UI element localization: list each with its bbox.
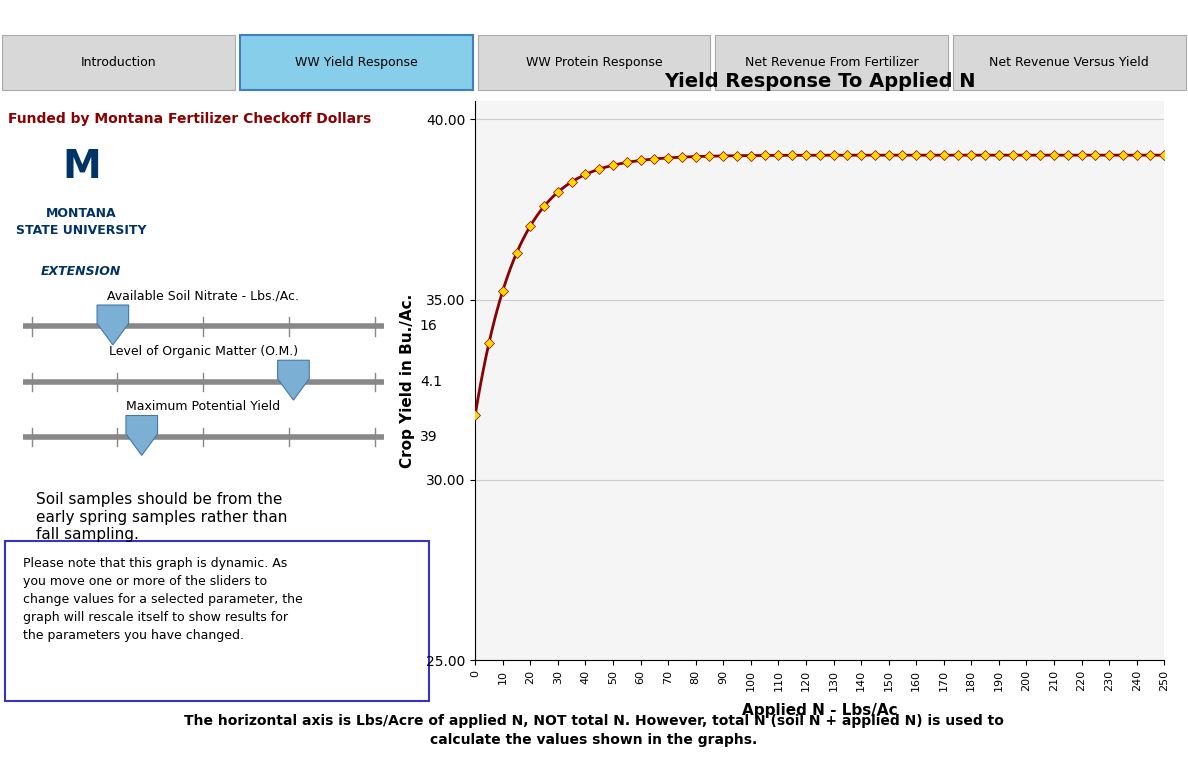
Text: Funded by Montana Fertilizer Checkoff Dollars: Funded by Montana Fertilizer Checkoff Do… (8, 112, 371, 126)
FancyBboxPatch shape (240, 36, 473, 90)
Text: Net Revenue Versus Yield: Net Revenue Versus Yield (990, 56, 1149, 68)
FancyBboxPatch shape (953, 36, 1186, 90)
Text: Level of Organic Matter (O.M.): Level of Organic Matter (O.M.) (108, 344, 298, 357)
Text: EXTENSION: EXTENSION (42, 265, 121, 277)
Text: Net Revenue From Fertilizer: Net Revenue From Fertilizer (745, 56, 918, 68)
Text: MONTANA
STATE UNIVERSITY: MONTANA STATE UNIVERSITY (15, 207, 146, 237)
Text: Maximum Potential Yield: Maximum Potential Yield (126, 400, 280, 413)
FancyBboxPatch shape (2, 36, 235, 90)
FancyBboxPatch shape (5, 542, 429, 701)
Text: Introduction: Introduction (81, 56, 157, 68)
Text: The horizontal axis is Lbs/Acre of applied N, NOT total N. However, total N (soi: The horizontal axis is Lbs/Acre of appli… (184, 713, 1004, 747)
Text: 4.1: 4.1 (419, 375, 442, 388)
Y-axis label: Crop Yield in Bu./Ac.: Crop Yield in Bu./Ac. (400, 294, 415, 468)
Polygon shape (126, 416, 158, 455)
Text: Please note that this graph is dynamic. As
you move one or more of the sliders t: Please note that this graph is dynamic. … (23, 556, 302, 642)
X-axis label: Applied N - Lbs/Ac: Applied N - Lbs/Ac (742, 702, 897, 717)
FancyBboxPatch shape (478, 36, 710, 90)
Title: Yield Response To Applied N: Yield Response To Applied N (664, 72, 975, 91)
Text: 39: 39 (419, 430, 437, 444)
Text: WW Yield Response: WW Yield Response (295, 56, 418, 68)
FancyBboxPatch shape (715, 36, 948, 90)
Polygon shape (97, 305, 128, 345)
Text: M: M (62, 148, 101, 186)
Text: 16: 16 (419, 319, 437, 333)
Text: Soil samples should be from the
early spring samples rather than
fall sampling.: Soil samples should be from the early sp… (36, 493, 287, 542)
Text: WW Protein Response: WW Protein Response (525, 56, 663, 68)
Polygon shape (278, 361, 309, 400)
Text: Available Soil Nitrate - Lbs./Ac.: Available Soil Nitrate - Lbs./Ac. (107, 289, 299, 302)
